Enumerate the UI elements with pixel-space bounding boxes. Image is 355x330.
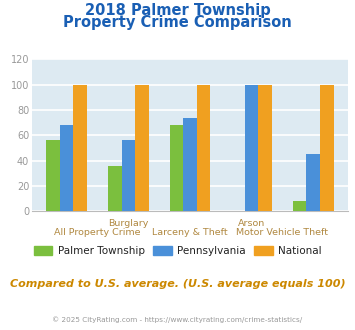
Bar — [197, 85, 210, 211]
Bar — [258, 85, 272, 211]
Text: Arson: Arson — [238, 219, 265, 228]
Bar — [46, 140, 60, 211]
Bar — [170, 125, 183, 211]
Bar — [108, 166, 121, 211]
Bar — [306, 154, 320, 211]
Text: © 2025 CityRating.com - https://www.cityrating.com/crime-statistics/: © 2025 CityRating.com - https://www.city… — [53, 316, 302, 323]
Bar — [183, 117, 197, 211]
Bar — [73, 85, 87, 211]
Bar — [121, 140, 135, 211]
Bar — [293, 201, 306, 211]
Text: Motor Vehicle Theft: Motor Vehicle Theft — [236, 228, 328, 237]
Legend: Palmer Township, Pennsylvania, National: Palmer Township, Pennsylvania, National — [29, 242, 326, 260]
Bar — [245, 85, 258, 211]
Text: 2018 Palmer Township: 2018 Palmer Township — [84, 3, 271, 18]
Text: All Property Crime: All Property Crime — [54, 228, 141, 237]
Text: Burglary: Burglary — [108, 219, 148, 228]
Bar — [60, 125, 73, 211]
Text: Compared to U.S. average. (U.S. average equals 100): Compared to U.S. average. (U.S. average … — [10, 279, 345, 289]
Bar — [135, 85, 149, 211]
Text: Larceny & Theft: Larceny & Theft — [152, 228, 228, 237]
Text: Property Crime Comparison: Property Crime Comparison — [63, 15, 292, 30]
Bar — [320, 85, 334, 211]
